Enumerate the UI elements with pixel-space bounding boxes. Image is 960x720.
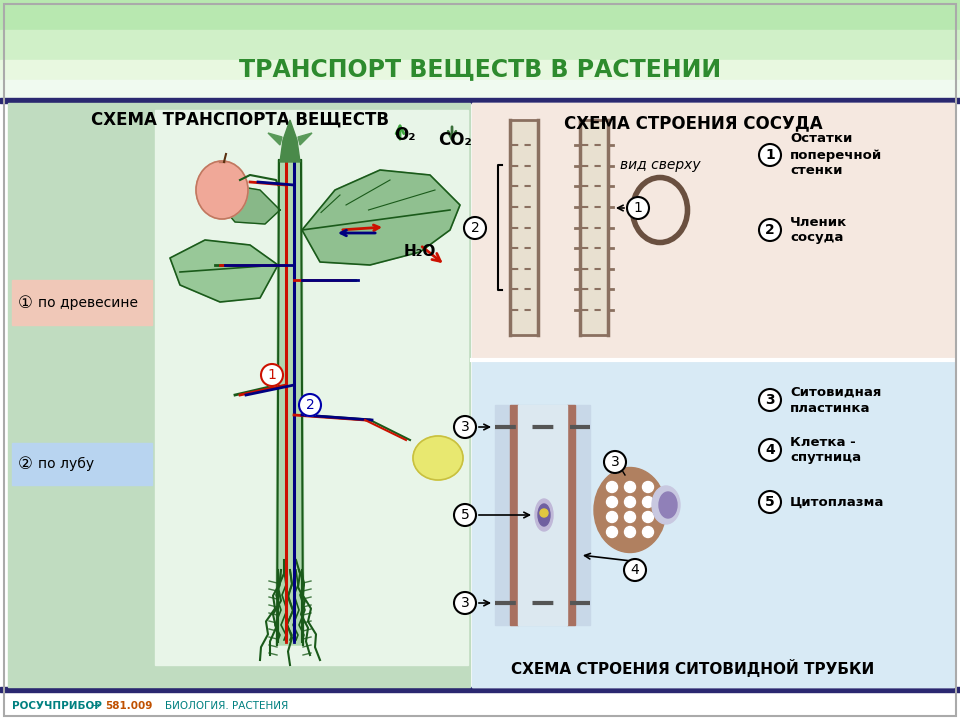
Text: ②: ②: [18, 455, 33, 473]
Text: СХЕМА ТРАНСПОРТА ВЕЩЕСТВ: СХЕМА ТРАНСПОРТА ВЕЩЕСТВ: [91, 111, 389, 129]
Circle shape: [261, 364, 283, 386]
Circle shape: [454, 592, 476, 614]
Bar: [0, 80, 960, 100]
Ellipse shape: [535, 499, 553, 531]
Text: 581.009: 581.009: [105, 701, 153, 711]
Bar: [155, 110, 468, 665]
Text: СХЕМА СТРОЕНИЯ СИТОВИДНОЙ ТРУБКИ: СХЕМА СТРОЕНИЯ СИТОВИДНОЙ ТРУБКИ: [512, 659, 875, 677]
Text: 3: 3: [611, 455, 619, 469]
Polygon shape: [218, 185, 280, 224]
Circle shape: [604, 451, 626, 473]
Bar: [0, 692, 960, 720]
Text: 1: 1: [765, 148, 775, 162]
Polygon shape: [298, 133, 312, 145]
Circle shape: [759, 491, 781, 513]
Text: ТРАНСПОРТ ВЕЩЕСТВ В РАСТЕНИИ: ТРАНСПОРТ ВЕЩЕСТВ В РАСТЕНИИ: [239, 57, 721, 81]
Bar: [0, 98, 960, 103]
Text: 2: 2: [305, 398, 314, 412]
Text: Остатки
поперечной
стенки: Остатки поперечной стенки: [790, 132, 882, 178]
Text: по древесине: по древесине: [38, 296, 138, 310]
Bar: [0, 30, 960, 60]
Circle shape: [642, 497, 654, 508]
Circle shape: [625, 526, 636, 538]
Circle shape: [454, 504, 476, 526]
Ellipse shape: [196, 161, 248, 219]
Ellipse shape: [652, 486, 680, 524]
Circle shape: [627, 197, 649, 219]
Circle shape: [607, 526, 617, 538]
Bar: [510, 120, 538, 335]
Bar: [0, 60, 960, 80]
Bar: [495, 405, 590, 625]
Bar: [472, 103, 954, 687]
Circle shape: [624, 559, 646, 581]
Text: O₂: O₂: [395, 126, 416, 144]
Circle shape: [607, 511, 617, 523]
Circle shape: [625, 511, 636, 523]
Circle shape: [625, 482, 636, 492]
Text: Ситовидная
пластинка: Ситовидная пластинка: [790, 385, 881, 415]
Text: 1: 1: [634, 201, 642, 215]
Text: 3: 3: [461, 420, 469, 434]
Circle shape: [642, 511, 654, 523]
Ellipse shape: [659, 492, 677, 518]
Bar: [472, 103, 954, 360]
Circle shape: [642, 526, 654, 538]
Text: H₂O: H₂O: [404, 245, 436, 259]
Polygon shape: [276, 160, 304, 645]
Polygon shape: [268, 133, 282, 145]
Circle shape: [759, 219, 781, 241]
Text: РОСУЧПРИБОР: РОСУЧПРИБОР: [12, 701, 102, 711]
Text: 5: 5: [461, 508, 469, 522]
Text: 2: 2: [470, 221, 479, 235]
Bar: [8, 103, 470, 687]
Circle shape: [454, 416, 476, 438]
Ellipse shape: [413, 436, 463, 480]
Text: CO₂: CO₂: [438, 131, 472, 149]
Polygon shape: [280, 120, 300, 162]
Bar: [12, 443, 152, 485]
Text: 1: 1: [268, 368, 276, 382]
Circle shape: [607, 482, 617, 492]
Circle shape: [642, 482, 654, 492]
Text: →: →: [90, 701, 100, 711]
Text: 4: 4: [765, 443, 775, 457]
Text: вид сверху: вид сверху: [620, 158, 700, 172]
Text: СХЕМА СТРОЕНИЯ СОСУДА: СХЕМА СТРОЕНИЯ СОСУДА: [564, 114, 823, 132]
Bar: [518, 405, 567, 625]
Bar: [567, 405, 575, 625]
Polygon shape: [302, 170, 460, 265]
Circle shape: [759, 144, 781, 166]
Bar: [580, 120, 608, 335]
Bar: [472, 360, 954, 687]
Circle shape: [625, 497, 636, 508]
Circle shape: [759, 439, 781, 461]
Text: Цитоплазма: Цитоплазма: [790, 495, 884, 508]
Text: 4: 4: [631, 563, 639, 577]
Polygon shape: [170, 240, 278, 302]
Bar: [0, 103, 960, 687]
Circle shape: [759, 389, 781, 411]
Text: Клетка -
спутница: Клетка - спутница: [790, 436, 861, 464]
Bar: [0, 0, 960, 30]
Text: Членик
сосуда: Членик сосуда: [790, 215, 848, 245]
Text: 3: 3: [765, 393, 775, 407]
Circle shape: [607, 497, 617, 508]
Bar: [510, 405, 518, 625]
Text: 5: 5: [765, 495, 775, 509]
Bar: [12, 280, 152, 325]
Text: ①: ①: [18, 294, 33, 312]
Ellipse shape: [538, 504, 550, 526]
Text: 2: 2: [765, 223, 775, 237]
Text: по лубу: по лубу: [38, 457, 94, 471]
Text: БИОЛОГИЯ. РАСТЕНИЯ: БИОЛОГИЯ. РАСТЕНИЯ: [165, 701, 288, 711]
Circle shape: [540, 509, 548, 517]
Circle shape: [464, 217, 486, 239]
Text: 3: 3: [461, 596, 469, 610]
Circle shape: [299, 394, 321, 416]
Bar: [0, 687, 960, 692]
Ellipse shape: [594, 467, 666, 552]
